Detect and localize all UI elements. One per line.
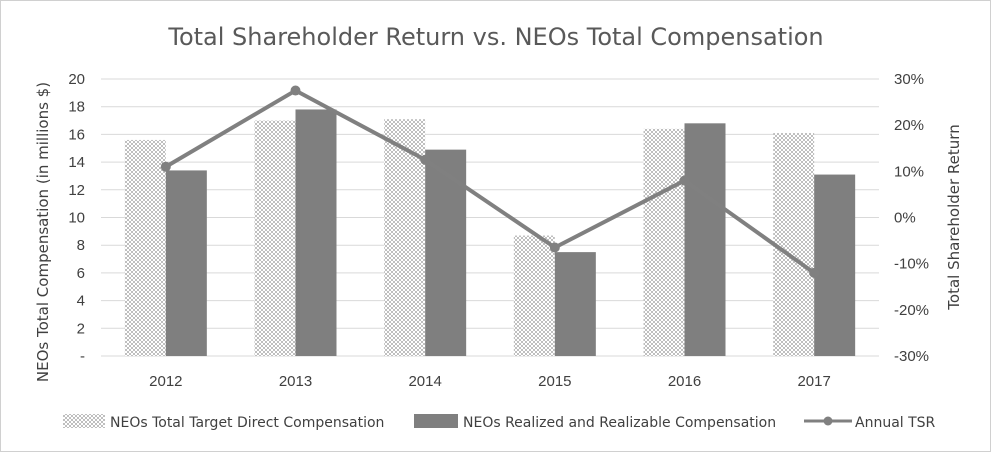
- y-tick-label: -: [80, 348, 85, 365]
- bar-target-direct: [513, 235, 555, 356]
- bar-target-direct: [643, 128, 685, 356]
- y-tick-label: 2: [77, 320, 85, 337]
- x-tick-label: 2015: [538, 373, 571, 390]
- y2-tick-label: -10%: [894, 256, 929, 273]
- legend-swatch-target: [63, 414, 105, 428]
- tsr-line-layer: [160, 85, 820, 278]
- bar-realized: [295, 109, 337, 356]
- tsr-point: [679, 175, 690, 186]
- y-tick-label: 8: [77, 237, 85, 254]
- tsr-line: [164, 88, 816, 275]
- gridlines: [101, 78, 879, 357]
- y2-tick-label: 0%: [894, 210, 916, 227]
- y-tick-label: 14: [68, 154, 85, 171]
- bar-target-direct: [124, 139, 166, 356]
- bar-target-direct: [773, 133, 815, 356]
- bar-realized: [684, 123, 726, 356]
- bar-realized: [165, 170, 207, 356]
- y-tick-label: 20: [68, 71, 85, 88]
- y2-tick-label: 10%: [894, 163, 924, 180]
- axis-ticks: - 2 4 6 8 10 12 14 16 18 20 -30% -20% -10% 0% 10% 20% 30%…: [68, 71, 929, 390]
- bar-realized: [425, 149, 467, 356]
- y2-tick-label: -20%: [894, 302, 929, 319]
- legend: NEOs Total Target Direct Compensation NE…: [63, 414, 936, 431]
- tsr-point: [160, 161, 171, 172]
- x-tick-label: 2013: [279, 373, 312, 390]
- y-axis-label: NEOs Total Compensation (in millions $): [34, 82, 52, 382]
- bar-realized: [554, 252, 596, 356]
- y-tick-label: 18: [68, 99, 85, 116]
- x-tick-label: 2016: [668, 373, 701, 390]
- y2-tick-label: 30%: [894, 71, 924, 88]
- bar-target-direct: [384, 119, 426, 356]
- chart-title: Total Shareholder Return vs. NEOs Total …: [167, 23, 823, 51]
- x-tick-label: 2017: [797, 373, 830, 390]
- tsr-point: [549, 242, 560, 253]
- tsr-point: [809, 267, 820, 278]
- y2-tick-label: 20%: [894, 117, 924, 134]
- bar-realized: [814, 174, 856, 356]
- x-tick-label: 2012: [149, 373, 182, 390]
- legend-label-tsr: Annual TSR: [855, 415, 936, 431]
- y2-axis-label: Total Shareholder Return: [945, 124, 963, 310]
- legend-swatch-tsr-marker: [823, 416, 833, 426]
- tsr-point: [420, 154, 431, 165]
- legend-label-realized: NEOs Realized and Realizable Compensatio…: [463, 415, 776, 431]
- legend-label-target: NEOs Total Target Direct Compensation: [110, 415, 384, 431]
- y-tick-label: 10: [68, 210, 85, 227]
- y2-tick-label: -30%: [894, 348, 929, 365]
- y-tick-label: 16: [68, 126, 85, 143]
- y-tick-label: 6: [77, 265, 85, 282]
- bars: [124, 109, 856, 356]
- y-tick-label: 4: [77, 293, 85, 310]
- x-tick-label: 2014: [408, 373, 441, 390]
- bar-target-direct: [254, 120, 296, 356]
- legend-swatch-realized: [414, 414, 458, 428]
- tsr-point: [290, 85, 301, 96]
- y-tick-label: 12: [68, 182, 85, 199]
